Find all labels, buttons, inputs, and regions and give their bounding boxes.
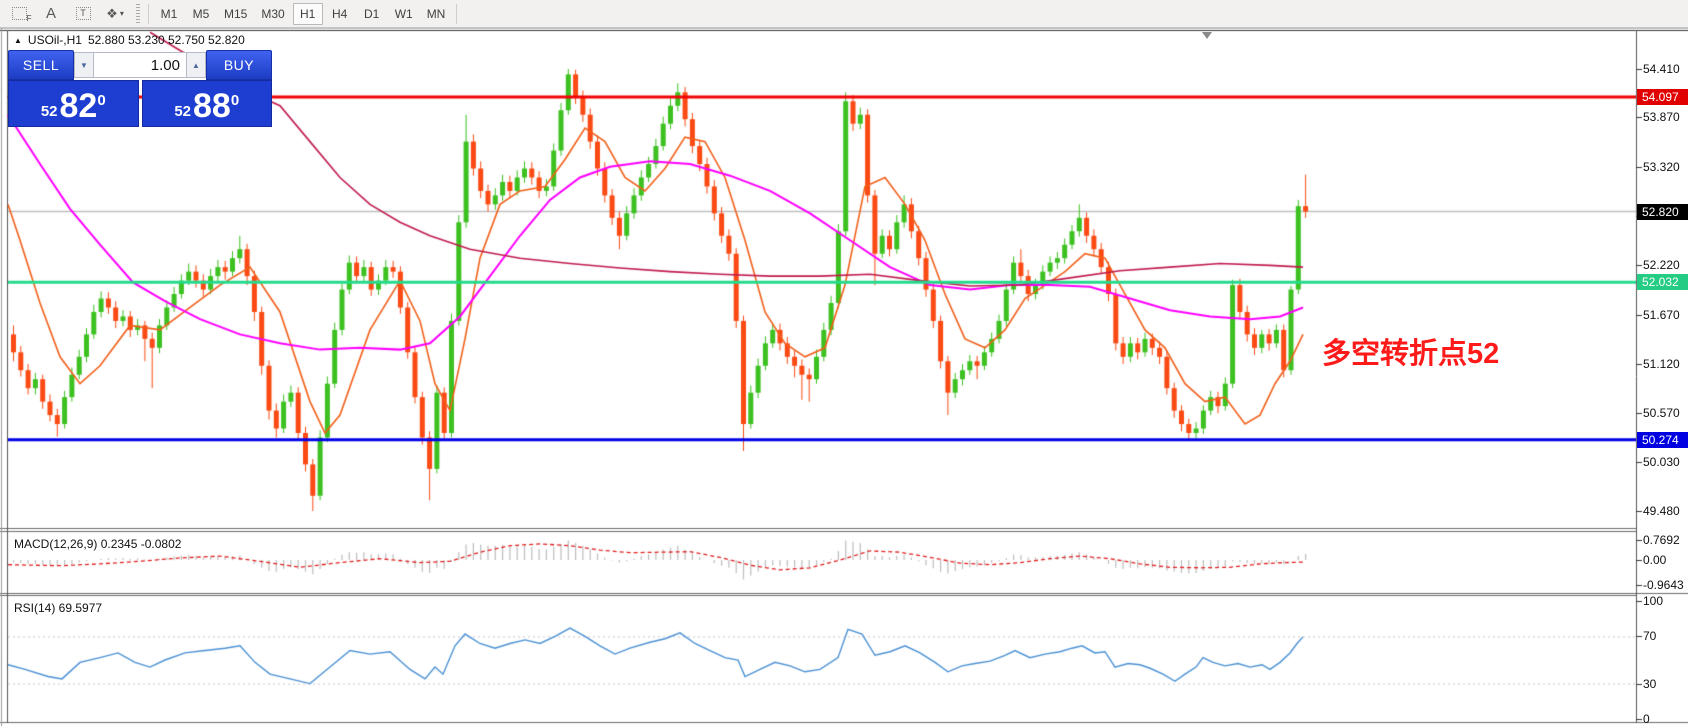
axis-tick-label: 51.670 — [1643, 307, 1680, 322]
axis-tick-label: 50.570 — [1643, 406, 1680, 421]
axis-tick-label: 70 — [1643, 629, 1657, 644]
axis-tick-label: 30 — [1643, 676, 1657, 691]
axis-tick-label: 0.00 — [1643, 553, 1667, 567]
tab-timeframe-h1[interactable]: H1 — [292, 2, 323, 25]
toolbar-separator — [456, 3, 458, 24]
buy-price-button[interactable]: 52 88 0 — [141, 80, 272, 127]
axis-tick-label: 53.320 — [1643, 159, 1680, 174]
price-level-box: 52.820 — [1637, 203, 1688, 220]
chart-shift-marker[interactable] — [1202, 32, 1212, 39]
axis-tick-label: 0.7692 — [1643, 533, 1680, 547]
macd-label: MACD(12,26,9) 0.2345 -0.0802 — [14, 537, 182, 551]
price-level-box: 54.097 — [1637, 89, 1688, 106]
chevron-down-icon: ▾ — [119, 9, 124, 18]
toolbar-grip[interactable] — [136, 3, 140, 24]
axis-tick-label: 0 — [1643, 712, 1650, 726]
tab-timeframe-m5[interactable]: M5 — [192, 6, 210, 21]
tab-timeframe-m15[interactable]: M15 — [224, 6, 248, 21]
axis-tick-label: 51.120 — [1643, 356, 1680, 371]
sell-price-button[interactable]: 52 82 0 — [8, 80, 139, 127]
chart-annotation-text: 多空转折点52 — [1322, 338, 1500, 370]
tab-timeframe-w1[interactable]: W1 — [394, 6, 413, 21]
buy-button[interactable]: BUY — [206, 50, 272, 80]
toolbar: F A T ❖ ▾ M1 M5 M15 M30 H1 H4 D1 W1 MN — [0, 0, 1688, 28]
axis-tick-label: 52.220 — [1643, 258, 1680, 273]
collapse-icon[interactable]: ▲ — [14, 35, 22, 45]
volume-decrease-button[interactable]: ▼ — [74, 52, 94, 78]
symbol-label: USOil-,H1 — [27, 33, 82, 47]
sell-button[interactable]: SELL — [8, 50, 74, 80]
volume-input[interactable] — [94, 52, 186, 78]
tab-timeframe-h4[interactable]: H4 — [332, 6, 348, 21]
axis-tick-label: 100 — [1643, 594, 1664, 608]
ohlc-values: 52.880 53.230 52.750 52.820 — [87, 33, 245, 47]
grid-f-icon[interactable]: F — [6, 3, 32, 25]
tab-timeframe-m1[interactable]: M1 — [160, 6, 178, 21]
axis-tick-label: 54.410 — [1643, 62, 1680, 76]
toolbar-separator — [148, 3, 149, 24]
axis-tick-label: 49.480 — [1643, 504, 1680, 518]
rsi-label: RSI(14) 69.5977 — [14, 601, 103, 615]
text-box-icon[interactable]: T — [70, 3, 96, 25]
price-level-box: 50.274 — [1637, 431, 1688, 448]
chart-title: ▲ USOil-,H1 52.880 53.230 52.750 52.820 — [14, 33, 245, 47]
one-click-trade-panel: SELL ▼ ▲ BUY 52 82 0 52 88 0 — [8, 50, 272, 127]
volume-increase-button[interactable]: ▲ — [186, 52, 206, 78]
axis-tick-label: 53.870 — [1643, 110, 1680, 125]
objects-icon[interactable]: ❖ ▾ — [106, 5, 124, 21]
axis-tick-label: -0.9643 — [1643, 578, 1684, 593]
tab-timeframe-mn[interactable]: MN — [426, 6, 446, 21]
axis-tick-label: 50.030 — [1643, 454, 1680, 469]
tab-timeframe-d1[interactable]: D1 — [364, 6, 380, 21]
price-level-box: 52.032 — [1637, 274, 1688, 291]
text-label-icon[interactable]: A — [45, 5, 56, 22]
tab-timeframe-m30[interactable]: M30 — [261, 6, 285, 21]
